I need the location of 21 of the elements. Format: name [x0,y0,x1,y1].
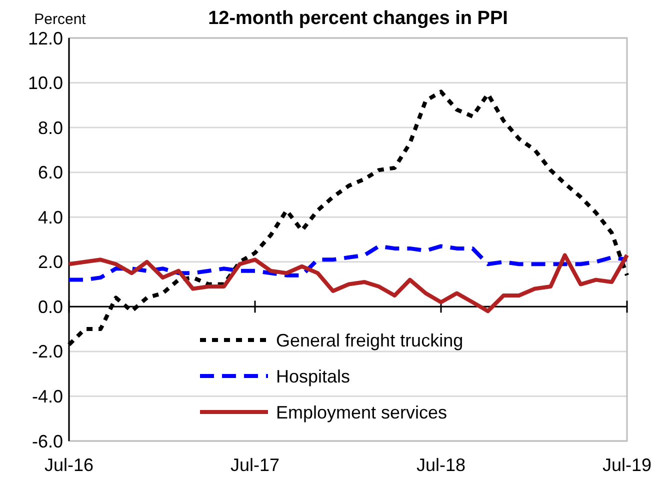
x-tick-label: Jul-19 [602,455,652,475]
x-tick-label: Jul-16 [44,455,94,475]
y-tick-label: 2.0 [38,252,63,272]
y-tick-label: -6.0 [32,431,63,452]
y-axis-title: Percent [34,11,87,28]
y-tick-label: 12.0 [28,28,63,48]
legend-label: General freight trucking [276,330,464,350]
legend-label: Hospitals [276,366,350,386]
x-tick-label: Jul-18 [416,455,466,475]
y-tick-label: -2.0 [32,342,63,362]
line-series [67,244,629,282]
x-tick-label: Jul-17 [230,455,280,475]
y-tick-label: -4.0 [32,386,63,407]
y-tick-label: 6.0 [38,162,63,183]
y-tick-label: 8.0 [38,118,63,138]
y-tick-label: 10.0 [28,73,63,94]
y-tick-label: 4.0 [38,207,63,228]
chart-title: 12-month percent changes in PPI [208,8,508,29]
line-series [67,253,629,314]
legend-label: Employment services [276,402,448,422]
y-tick-label: 0.0 [38,296,63,317]
